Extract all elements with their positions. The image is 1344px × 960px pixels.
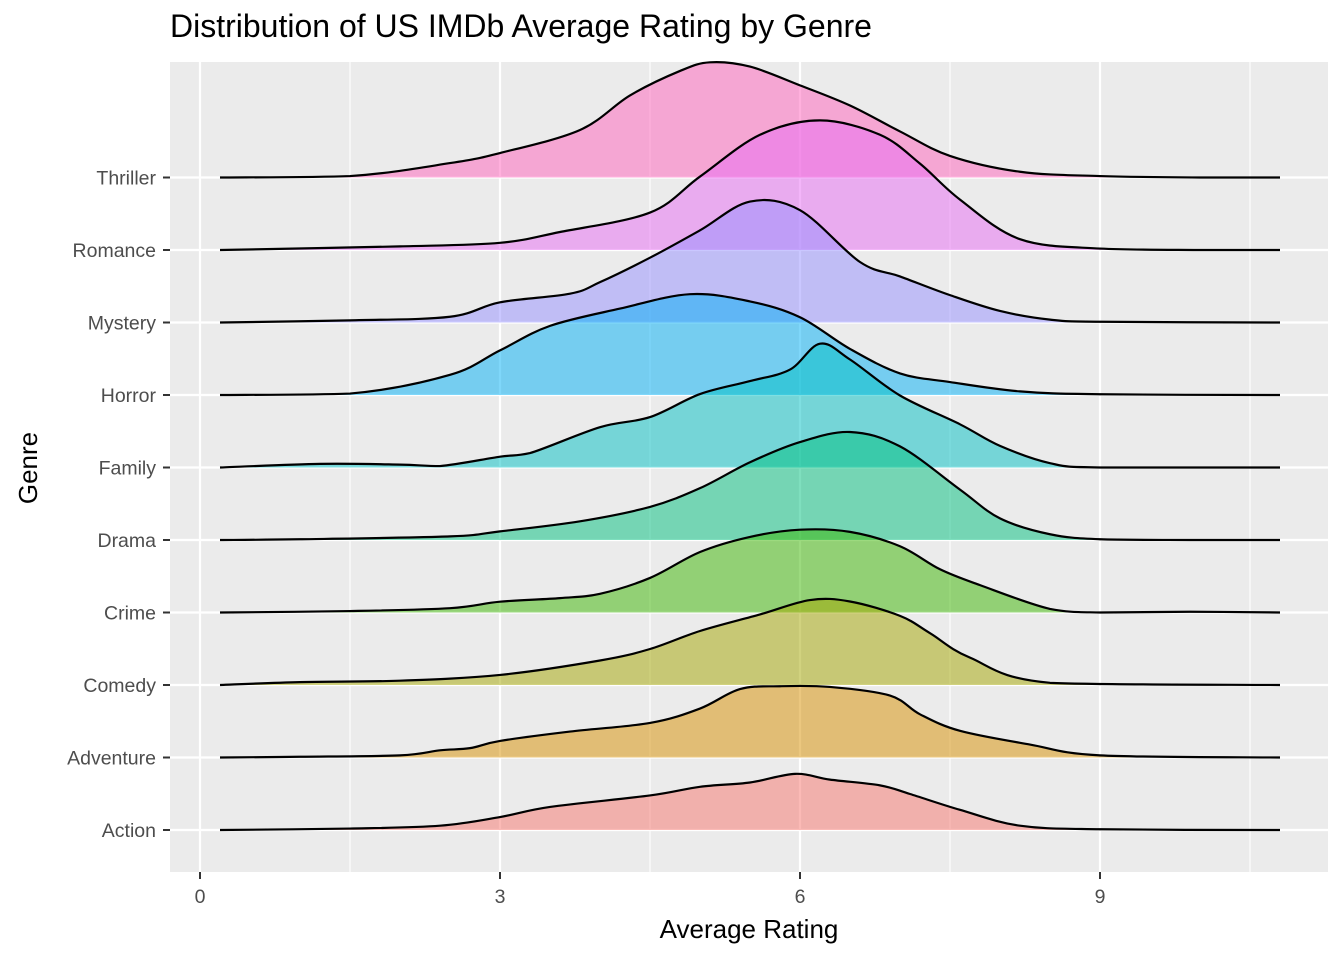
ridge-line-drama — [219, 430, 1280, 542]
ridge-area-drama — [220, 431, 1280, 540]
ridge-area-romance — [220, 120, 1280, 251]
ridge-area-mystery — [220, 200, 1280, 323]
y-tick-label-crime: Crime — [104, 603, 156, 625]
ridge-area-comedy — [220, 598, 1280, 685]
ridge-line-crime — [219, 528, 1281, 614]
y-tick-label-thriller: Thriller — [96, 168, 156, 190]
ridge-layer — [219, 61, 1281, 832]
ridge-line-mystery — [219, 198, 1281, 324]
x-tick-label-3: 3 — [495, 886, 506, 908]
y-tick-label-horror: Horror — [101, 385, 157, 407]
ridge-area-thriller — [220, 62, 1280, 178]
ridge-area-action — [220, 773, 1280, 830]
y-tick-label-drama: Drama — [97, 530, 156, 552]
x-tick-label-0: 0 — [195, 886, 206, 908]
y-tick-label-mystery: Mystery — [88, 313, 157, 335]
ridge-area-horror — [220, 294, 1280, 395]
ridge-area-family — [220, 343, 1280, 468]
ridge-line-adventure — [219, 684, 1281, 759]
x-tick-label-6: 6 — [795, 886, 806, 908]
ridge-area-crime — [220, 529, 1280, 613]
x-tick-label-9: 9 — [1095, 886, 1106, 908]
ridge-line-action — [219, 772, 1281, 832]
axis-layer: Action Adventure Comedy Crime Drama Family Hor… — [67, 168, 1105, 909]
ridge-line-thriller — [219, 61, 1280, 179]
ridge-line-horror — [219, 292, 1281, 397]
chart-title: Distribution of US IMDb Average Rating b… — [170, 8, 872, 44]
x-axis-title: Average Rating — [660, 914, 839, 944]
ridge-line-romance — [219, 119, 1280, 252]
y-tick-label-romance: Romance — [73, 240, 156, 262]
y-tick-label-action: Action — [102, 820, 156, 842]
ridge-area-adventure — [220, 685, 1280, 758]
y-tick-label-adventure: Adventure — [67, 748, 156, 770]
y-axis-title: Genre — [13, 432, 43, 504]
ridge-line-family — [219, 342, 1280, 469]
y-tick-label-family: Family — [99, 458, 157, 480]
ridge-line-comedy — [219, 597, 1281, 687]
y-tick-label-comedy: Comedy — [83, 675, 156, 697]
